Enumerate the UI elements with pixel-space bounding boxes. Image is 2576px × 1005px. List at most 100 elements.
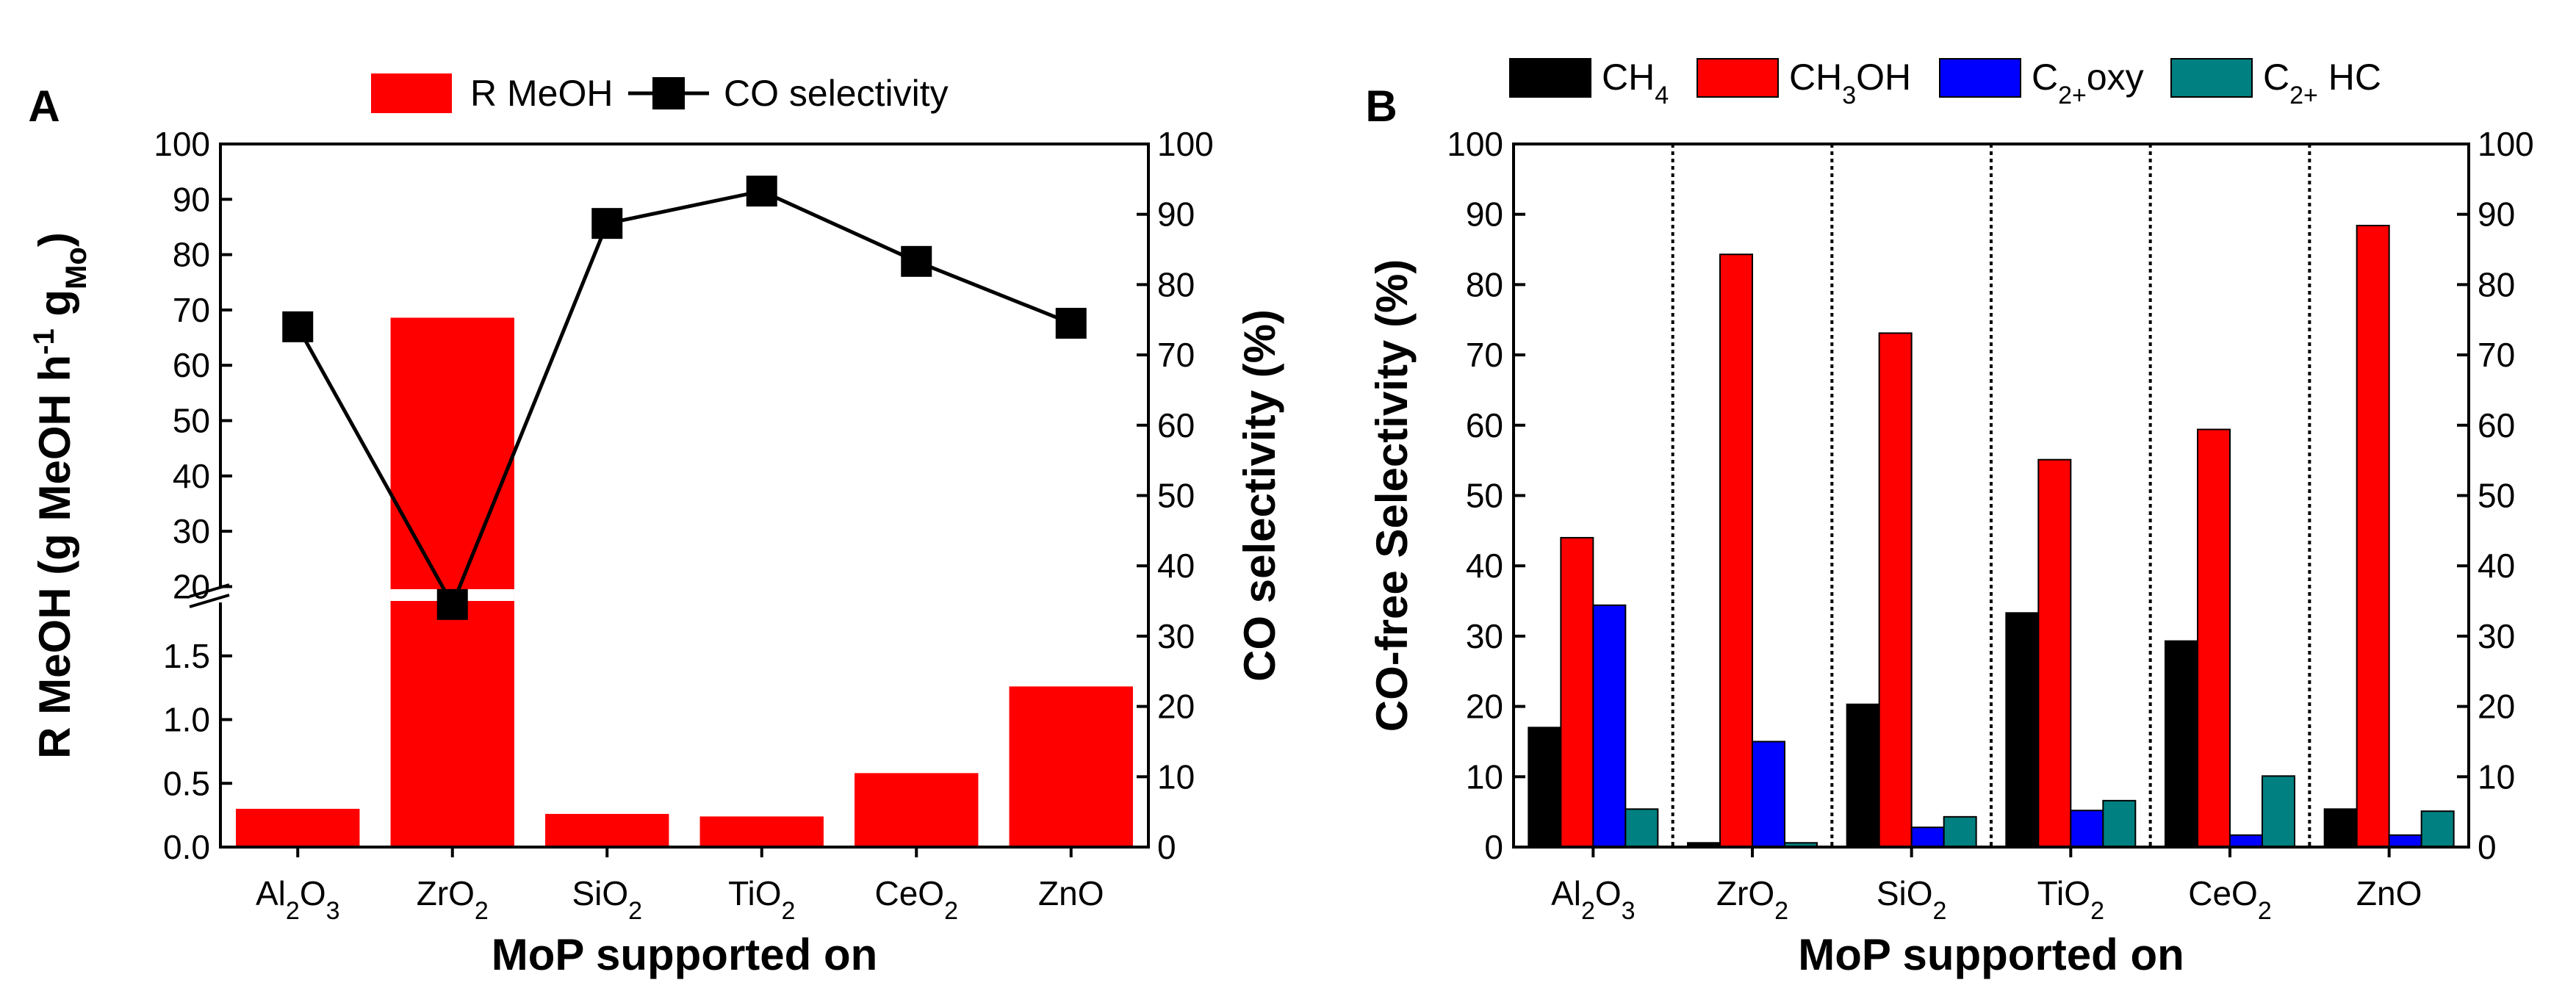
tick-label-right-0: 0 (1157, 828, 1176, 866)
tick-label-b-right-50: 50 (2478, 477, 2515, 515)
tick-label-left-40: 40 (173, 457, 210, 495)
tick-label-b-right-40: 40 (2478, 547, 2515, 585)
tick-label-b-right-10: 10 (2478, 757, 2515, 796)
bar-rmeoh-ZnO (1009, 686, 1133, 847)
bar-C2HC-CeO2 (2262, 775, 2295, 849)
tick-label-right-20: 20 (1157, 688, 1195, 726)
legend-label-CH4: CH4 (1602, 57, 1669, 109)
bar-CH3OH-ZrO2 (1719, 253, 1753, 848)
bar-CH4-TiO2 (2005, 612, 2040, 848)
tick-label-b-left-50: 50 (1466, 477, 1503, 515)
bar-CH3OH-ZnO (2356, 225, 2390, 848)
tick-label-left-80: 80 (173, 236, 210, 274)
tick-label-right-30: 30 (1157, 617, 1195, 655)
panel-a-xlabel: MoP supported on (492, 930, 878, 979)
x-label-ZrO2: ZrO2 (417, 874, 489, 925)
tick-label-left-0.0: 0.0 (163, 828, 210, 866)
tick-label-b-left-60: 60 (1466, 406, 1503, 444)
tick-label-left-70: 70 (173, 291, 210, 329)
panel-b-xlabel: MoP supported on (1798, 930, 2184, 979)
bar-C2HC-TiO2 (2102, 799, 2137, 849)
bar-C2HC-SiO2 (1943, 815, 1977, 848)
legend-label-C2HC: C2+ HC (2263, 57, 2381, 109)
bar-rmeoh-Al2O3 (236, 808, 360, 847)
bar-CH4-Al2O3 (1528, 727, 1562, 848)
legend-swatch-C2HC (2170, 58, 2253, 98)
tick-label-right-50: 50 (1157, 477, 1195, 515)
x-label-CeO2: CeO2 (874, 874, 958, 925)
bar-rmeoh-ZrO2 (390, 317, 514, 848)
legend-label-rmeoh: R MeOH (470, 73, 613, 114)
bar-CH4-ZnO (2323, 808, 2358, 849)
axis-break-slash-2 (189, 594, 230, 608)
legend-marker-co (652, 77, 685, 109)
tick-label-right-100: 100 (1157, 125, 1214, 163)
bar-CH4-SiO2 (1846, 703, 1880, 848)
panel-a-ylabel-right: CO selectivity (%) (1235, 309, 1284, 682)
x-label-b-CeO2: CeO2 (2188, 874, 2272, 925)
tick-label-left-50: 50 (173, 402, 210, 440)
tick-label-b-left-30: 30 (1466, 617, 1503, 655)
tick-label-b-left-70: 70 (1466, 336, 1503, 374)
tick-label-b-right-20: 20 (2478, 688, 2515, 726)
tick-label-b-right-60: 60 (2478, 406, 2515, 444)
tick-label-b-left-80: 80 (1466, 265, 1503, 303)
marker-co-TiO2 (746, 176, 777, 207)
tick-label-right-60: 60 (1157, 406, 1195, 444)
tick-label-right-40: 40 (1157, 547, 1195, 585)
legend-swatch-CH3OH (1697, 58, 1779, 98)
tick-label-b-right-0: 0 (2478, 828, 2497, 866)
tick-label-left-1.5: 1.5 (163, 637, 210, 675)
x-label-b-ZrO2: ZrO2 (1716, 874, 1788, 925)
tick-label-left-1.0: 1.0 (163, 701, 210, 739)
legend-swatch-C2oxy (1939, 58, 2021, 98)
legend-label-C2oxy: C2+oxy (2032, 57, 2144, 109)
x-label-b-SiO2: SiO2 (1877, 874, 1947, 925)
bar-CH3OH-CeO2 (2197, 428, 2231, 848)
tick-label-left-0.5: 0.5 (163, 764, 210, 802)
tick-label-b-right-100: 100 (2478, 125, 2534, 163)
tick-label-b-left-40: 40 (1466, 547, 1503, 585)
bar-C2oxy-TiO2 (2070, 810, 2104, 848)
x-label-TiO2: TiO2 (728, 874, 795, 925)
bar-rmeoh-TiO2 (699, 816, 824, 847)
tick-label-left-90: 90 (173, 180, 210, 218)
tick-label-right-70: 70 (1157, 336, 1195, 374)
bar-C2oxy-ZnO (2388, 834, 2422, 848)
tick-label-left-100: 100 (154, 125, 210, 163)
x-label-SiO2: SiO2 (572, 874, 642, 925)
legend-label-co: CO selectivity (724, 73, 949, 114)
bar-CH4-CeO2 (2165, 640, 2198, 848)
line-co-selectivity (296, 189, 1072, 609)
bar-CH3OH-SiO2 (1878, 332, 1913, 849)
bar-CH3OH-TiO2 (2037, 458, 2072, 848)
tick-label-b-left-20: 20 (1466, 688, 1503, 726)
x-label-b-ZnO: ZnO (2356, 874, 2422, 912)
tick-label-left-20: 20 (173, 567, 210, 605)
legend-swatch-CH4 (1509, 58, 1591, 98)
x-label-b-Al2O3: Al2O3 (1551, 874, 1636, 925)
marker-co-ZrO2 (436, 588, 468, 620)
legend-swatch-rmeoh (371, 73, 452, 113)
panel-b-label: B (1365, 82, 1397, 131)
tick-label-b-right-30: 30 (2478, 617, 2515, 655)
tick-label-b-left-0: 0 (1484, 828, 1503, 866)
tick-label-left-60: 60 (173, 346, 210, 384)
legend-label-CH3OH: CH3OH (1789, 57, 1911, 109)
marker-co-Al2O3 (282, 311, 314, 342)
tick-label-b-left-90: 90 (1466, 195, 1503, 234)
bar-rmeoh-CeO2 (855, 773, 979, 847)
bar-C2oxy-ZrO2 (1752, 741, 1785, 849)
marker-co-SiO2 (591, 208, 623, 239)
marker-co-CeO2 (901, 245, 932, 277)
tick-label-right-80: 80 (1157, 265, 1195, 303)
tick-label-b-right-80: 80 (2478, 265, 2515, 303)
tick-label-b-right-90: 90 (2478, 195, 2515, 234)
x-label-Al2O3: Al2O3 (256, 874, 340, 925)
tick-label-b-left-100: 100 (1447, 125, 1503, 163)
panel-a-ylabel-left: R MeOH (g MeOH h-1 gMo) (28, 232, 93, 759)
bar-C2HC-Al2O3 (1625, 808, 1659, 849)
bar-rmeoh-SiO2 (545, 813, 669, 847)
tick-label-right-90: 90 (1157, 195, 1195, 234)
